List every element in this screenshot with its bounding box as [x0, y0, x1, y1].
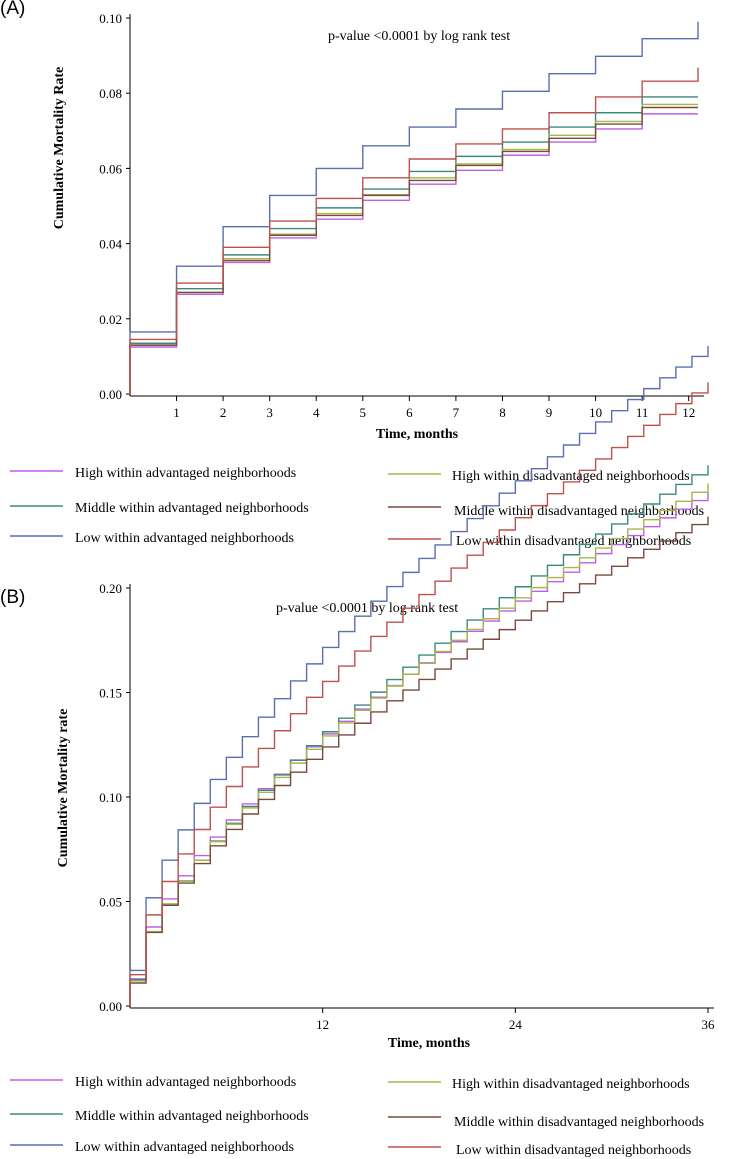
- legend-label-a-3: High within disadvantaged neighborhoods: [452, 469, 690, 484]
- legend-label-a-1: Middle within advantaged neighborhoods: [75, 501, 309, 516]
- legend-label-a-4: Middle within disadvantaged neighborhood…: [454, 504, 704, 519]
- legend-label-b-3: High within disadvantaged neighborhoods: [452, 1077, 690, 1092]
- panel-a: (A) p-value <0.0001 by log rank test 0.0…: [0, 0, 704, 549]
- panel-b-legend: High within advantaged neighborhoods Mid…: [10, 1075, 704, 1158]
- x-tick-label-a: 4: [313, 405, 320, 420]
- y-tick-label-a: 0.02: [99, 312, 122, 327]
- panel-b-label: (B): [0, 587, 25, 608]
- panel-b-ylabel: Cumulative Mortality rate: [56, 709, 71, 868]
- legend-label-b-2: Low within advantaged neighborhoods: [75, 1140, 294, 1155]
- y-tick-label-a: 0.08: [99, 86, 122, 101]
- panel-b-series: [129, 346, 709, 1006]
- panel-b-pvalue: p-value <0.0001 by log rank test: [276, 601, 458, 616]
- x-tick-label-a: 1: [173, 405, 180, 420]
- series-line-a-4: [129, 106, 698, 394]
- series-line-a-2: [129, 21, 699, 394]
- legend-label-b-1: Middle within advantaged neighborhoods: [75, 1109, 309, 1124]
- x-tick-label-a: 3: [266, 405, 273, 420]
- panel-a-label: (A): [0, 0, 25, 19]
- series-line-a-5: [129, 67, 699, 394]
- panel-b: (B) p-value <0.0001 by log rank test 0.0…: [0, 346, 715, 1158]
- panel-b-xlabel: Time, months: [388, 1036, 471, 1051]
- y-tick-label-a: 0.00: [99, 387, 122, 402]
- y-tick-label-b: 0.20: [99, 581, 122, 596]
- series-line-b-2: [129, 346, 709, 1006]
- panel-a-ylabel: Cumulative Mortality Rate: [52, 67, 67, 230]
- legend-label-b-5: Low within disadvantaged neighborhoods: [456, 1143, 691, 1158]
- x-tick-label-b: 12: [316, 1017, 329, 1032]
- panel-a-pvalue: p-value <0.0001 by log rank test: [328, 29, 510, 44]
- panel-a-xlabel: Time, months: [376, 427, 459, 442]
- x-tick-label-b: 24: [509, 1017, 523, 1032]
- panel-a-series: [129, 21, 699, 394]
- y-tick-label-a: 0.10: [99, 11, 122, 26]
- legend-label-a-0: High within advantaged neighborhoods: [75, 466, 296, 481]
- panel-a-axes: 0.000.020.040.060.080.101 2 3 4 5 6 7 8 9 10 11 12: [99, 11, 704, 420]
- legend-label-a-5: Low within disadvantaged neighborhoods: [456, 534, 691, 549]
- x-tick-label-a: 6: [406, 405, 413, 420]
- x-tick-label-a: 12: [682, 405, 695, 420]
- legend-label-b-4: Middle within disadvantaged neighborhood…: [454, 1115, 704, 1130]
- series-line-a-1: [129, 96, 698, 394]
- legend-label-a-2: Low within advantaged neighborhoods: [75, 531, 294, 546]
- y-tick-label-b: 0.15: [99, 686, 122, 701]
- x-tick-label-a: 7: [453, 405, 460, 420]
- y-tick-label-b: 0.05: [99, 895, 122, 910]
- panel-b-axes: 0.00 0.05 0.10 0.15 0.20 12 24 36: [99, 581, 715, 1032]
- x-tick-label-b: 36: [702, 1017, 716, 1032]
- panel-a-legend: High within advantaged neighborhoods Mid…: [10, 466, 704, 549]
- x-tick-label-a: 11: [636, 405, 649, 420]
- x-tick-label-a: 8: [499, 405, 506, 420]
- legend-label-b-0: High within advantaged neighborhoods: [75, 1075, 296, 1090]
- series-line-a-0: [129, 113, 698, 394]
- x-tick-label-a: 2: [220, 405, 227, 420]
- x-tick-label-a: 5: [360, 405, 367, 420]
- y-tick-label-b: 0.00: [99, 999, 122, 1014]
- series-line-b-4: [129, 516, 709, 1006]
- y-tick-label-b: 0.10: [99, 790, 122, 805]
- x-tick-label-a: 9: [546, 405, 553, 420]
- series-line-a-3: [129, 103, 698, 394]
- y-tick-label-a: 0.06: [99, 161, 122, 176]
- y-tick-label-a: 0.04: [99, 237, 122, 252]
- x-tick-label-a: 10: [589, 405, 602, 420]
- series-line-b-5: [129, 382, 709, 1006]
